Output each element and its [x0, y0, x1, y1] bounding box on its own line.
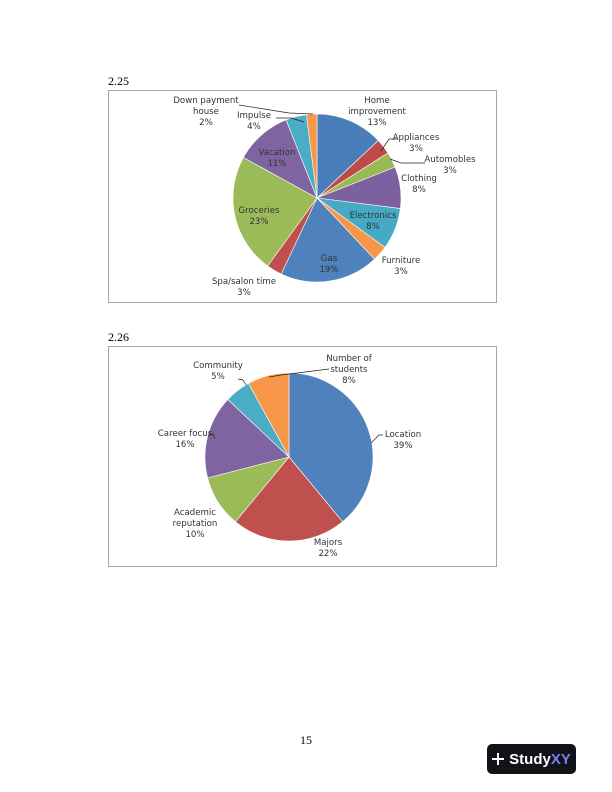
pie-slice-home-improvement	[316, 113, 379, 199]
slice-label-groceries: Groceries 23%	[239, 206, 280, 227]
section-label-2-26: 2.26	[108, 330, 129, 344]
page-number: 15	[300, 733, 312, 747]
slice-label-academic-reputation: Academic reputation 10%	[173, 508, 218, 540]
leader-line-career-focus	[209, 433, 216, 440]
slice-label-appliances: Appliances 3%	[393, 133, 440, 154]
leader-line-appliances	[380, 138, 397, 152]
slice-label-clothing: Clothing 8%	[401, 174, 437, 195]
slice-label-impulse: Impulse 4%	[237, 111, 271, 132]
leader-line-location	[370, 434, 383, 444]
studyxy-logo: StudyXY	[487, 744, 576, 774]
slice-label-location: Location 39%	[385, 430, 421, 451]
leader-line-number-of-students	[268, 368, 330, 378]
slice-label-gas: Gas 19%	[319, 254, 338, 275]
pie-slices	[204, 372, 374, 542]
pie-slice-groceries	[232, 157, 318, 267]
slice-label-down-payment-house: Down payment house 2%	[173, 96, 239, 128]
pie-slice-majors	[235, 456, 343, 542]
pie-slice-career-focus	[204, 399, 290, 479]
logo-text: StudyXY	[509, 751, 571, 768]
section-label-2-25: 2.25	[108, 74, 129, 88]
pie-slice-number-of-students	[248, 372, 290, 458]
slice-label-majors: Majors 22%	[314, 538, 343, 559]
slice-label-vacation: Vacation 11%	[259, 148, 296, 169]
slice-label-community: Community 5%	[193, 361, 243, 382]
leader-line-down-payment-house	[238, 104, 314, 115]
pie-slice-location	[288, 372, 374, 523]
slice-label-furniture: Furniture 3%	[382, 256, 421, 277]
leader-line-community	[237, 378, 247, 386]
pie-chart-2-26: Location 39% Majors 22% Academic reputation 10…	[158, 354, 421, 559]
logo-text-study: Study	[509, 750, 551, 768]
pie-slices	[232, 113, 402, 283]
leader-line-automobles	[389, 158, 425, 164]
chart-2-26: Location 39% Majors 22% Academic reputation 10…	[108, 346, 497, 567]
slice-label-automobles: Automobles 3%	[424, 155, 476, 176]
leader-line-impulse	[276, 117, 305, 123]
pie-chart-2-25: Home improvement 13% Appliances 3%Automobles…	[173, 96, 476, 298]
slice-label-home-improvement: Home improvement 13%	[348, 96, 406, 128]
slice-label-number-of-students: Number of students 8%	[326, 354, 373, 386]
plus-icon	[492, 753, 505, 765]
slice-label-spa-salon-time: Spa/salon time 3%	[212, 277, 276, 298]
slice-label-electronics: Electronics 8%	[350, 211, 397, 232]
pie-slice-gas	[280, 197, 375, 283]
slice-label-career-focus: Career focus 16%	[158, 429, 213, 450]
chart-2-25: Home improvement 13% Appliances 3% Automobles…	[108, 90, 497, 303]
logo-text-xy: XY	[550, 750, 571, 768]
